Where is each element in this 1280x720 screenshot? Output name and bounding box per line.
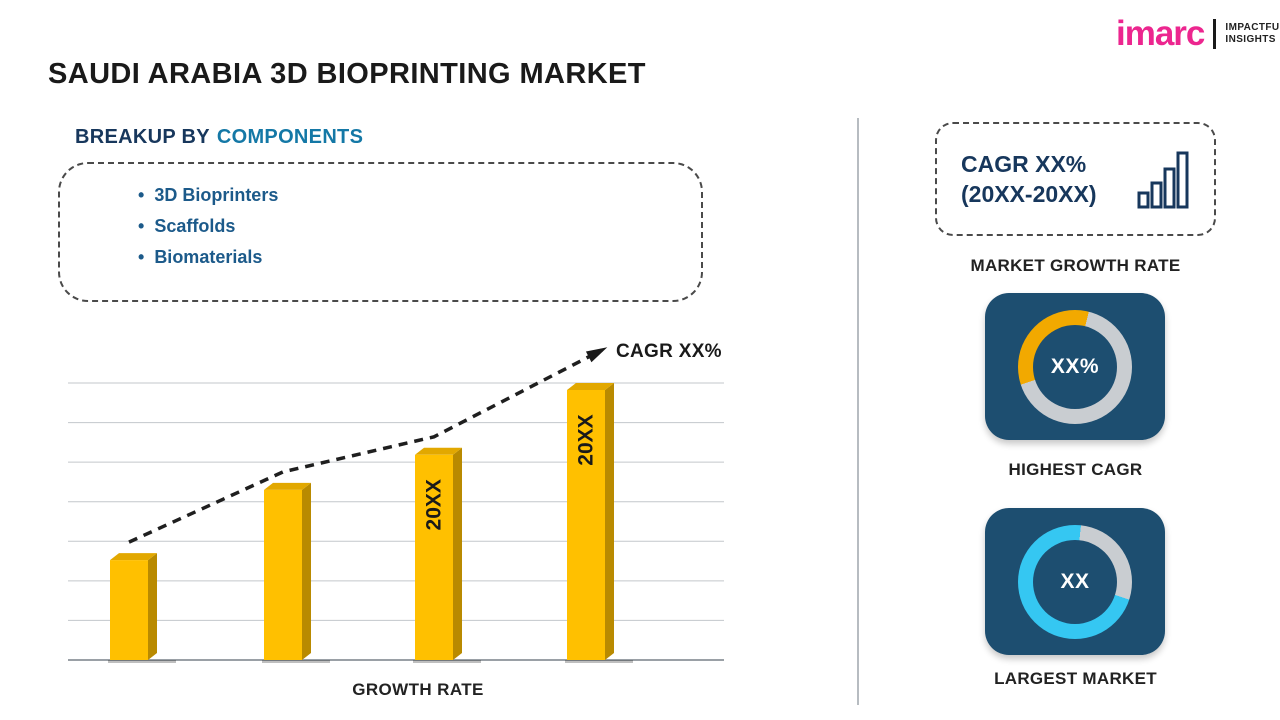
- bar-shadow: [413, 660, 481, 663]
- bar-shadow: [262, 660, 330, 663]
- bar-year-label: 20XX: [423, 479, 446, 530]
- bar-year-label: 20XX: [575, 414, 598, 465]
- largest-market-value: XX: [1060, 569, 1090, 593]
- highest-cagr-panel: XX%: [985, 293, 1165, 440]
- chart-bar: [264, 489, 302, 660]
- logo-tagline-line1: IMPACTFUL: [1225, 22, 1280, 33]
- section-divider: [857, 118, 859, 705]
- logo-tagline-line2: INSIGHTS: [1225, 34, 1276, 45]
- highest-cagr-value: XX%: [1050, 354, 1100, 378]
- chart-bar: [415, 454, 453, 660]
- logo-divider-bar: [1213, 19, 1217, 49]
- component-item: Biomaterials: [138, 242, 701, 273]
- growth-bar-chart: 20XX 20XX: [68, 347, 724, 663]
- component-item: Scaffolds: [138, 211, 701, 242]
- chart-x-axis-label: GROWTH RATE: [352, 680, 484, 699]
- largest-market-panel: XX: [985, 508, 1165, 655]
- components-list: 3D BioprintersScaffoldsBiomaterials: [138, 180, 701, 273]
- bar-top-face: [415, 447, 462, 455]
- bar-top-face: [110, 553, 157, 561]
- bar-top-face: [264, 482, 311, 490]
- bar-side-face: [302, 482, 311, 660]
- cagr-summary-line1: CAGR XX%: [961, 151, 1087, 177]
- breakup-heading-prefix: BREAKUP BY: [75, 126, 210, 148]
- chart-bar: [567, 390, 605, 660]
- trend-arrow-head: [585, 347, 608, 363]
- breakup-heading-highlight: COMPONENTS: [216, 126, 364, 148]
- breakup-heading: BREAKUP BY COMPONENTS: [75, 126, 363, 149]
- bar-side-face: [453, 447, 462, 660]
- imarc-logo: imarc IMPACTFUL INSIGHTS: [1116, 16, 1280, 52]
- bar-shadow: [565, 660, 633, 663]
- logo-tagline: IMPACTFUL INSIGHTS: [1225, 22, 1280, 46]
- highest-cagr-label: HIGHEST CAGR: [1008, 460, 1143, 479]
- cagr-summary-text: CAGR XX% (20XX-20XX): [961, 149, 1097, 209]
- trend-arrow-line: [128, 348, 603, 544]
- growth-bars-icon: [1137, 151, 1189, 209]
- components-box: 3D BioprintersScaffoldsBiomaterials: [58, 162, 703, 302]
- cagr-summary-box: CAGR XX% (20XX-20XX): [935, 122, 1216, 236]
- cagr-summary-line2: (20XX-20XX): [961, 181, 1097, 207]
- page-title: SAUDI ARABIA 3D BIOPRINTING MARKET: [48, 58, 646, 90]
- bar-top-face: [567, 383, 614, 390]
- bar-shadow: [108, 660, 176, 663]
- chart-bar: [110, 560, 148, 660]
- component-item: 3D Bioprinters: [138, 180, 701, 211]
- logo-brand-text: imarc: [1116, 14, 1205, 53]
- bar-side-face: [148, 553, 157, 660]
- market-growth-rate-label: MARKET GROWTH RATE: [970, 256, 1181, 275]
- bar-side-face: [605, 383, 614, 660]
- largest-market-donut-chart: XX: [1018, 524, 1132, 639]
- largest-market-label: LARGEST MARKET: [994, 669, 1157, 688]
- cagr-annotation: CAGR XX%: [616, 341, 722, 362]
- highest-cagr-donut-chart: XX%: [1018, 309, 1132, 424]
